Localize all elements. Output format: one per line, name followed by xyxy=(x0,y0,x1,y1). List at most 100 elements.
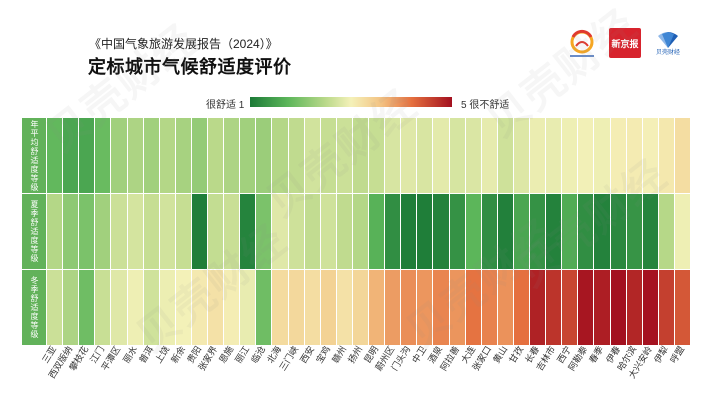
heatmap-cell xyxy=(288,118,304,193)
city-label: 恩施 xyxy=(217,344,236,365)
heatmap-cell xyxy=(208,118,224,193)
heatmap-cell xyxy=(433,194,449,269)
heatmap-cell xyxy=(546,194,562,269)
heatmap-cell xyxy=(449,194,465,269)
weather-association-logo xyxy=(567,29,597,59)
heatmap-cell xyxy=(47,118,63,193)
heatmap-cell xyxy=(594,270,610,345)
heatmap-cell xyxy=(513,118,529,193)
heatmap-cell xyxy=(530,270,546,345)
heatmap-cell xyxy=(79,270,95,345)
city-label: 上饶 xyxy=(153,344,172,365)
heatmap-cell xyxy=(272,270,288,345)
heatmap-cell xyxy=(256,194,272,269)
heatmap-cell xyxy=(385,194,401,269)
heatmap-cell xyxy=(562,118,578,193)
heatmap-cell xyxy=(433,118,449,193)
heatmap-cell xyxy=(336,194,352,269)
legend-color-bar xyxy=(250,97,452,107)
heatmap-cell xyxy=(159,194,175,269)
city-label: 中卫 xyxy=(410,344,429,365)
heatmap-cell xyxy=(191,270,207,345)
heatmap-cell xyxy=(304,118,320,193)
heatmap-cell xyxy=(642,118,658,193)
city-label: 黄山 xyxy=(491,344,510,365)
heatmap-cell xyxy=(111,118,127,193)
heatmap-cell xyxy=(63,194,79,269)
heatmap-cell xyxy=(143,194,159,269)
heatmap-cell xyxy=(272,194,288,269)
city-label: 临沧 xyxy=(249,344,268,365)
heatmap-cell xyxy=(401,194,417,269)
association-emblem-icon xyxy=(570,29,594,57)
heatmap-cell xyxy=(465,118,481,193)
city-label: 丽江 xyxy=(233,344,252,365)
heatmap-cell xyxy=(336,270,352,345)
heatmap-cell xyxy=(578,270,594,345)
heatmap-cell xyxy=(481,270,497,345)
heatmap-cell xyxy=(369,270,385,345)
heatmap-cell xyxy=(546,270,562,345)
heatmap-cell xyxy=(642,194,658,269)
heatmap-cell xyxy=(578,118,594,193)
heatmap-cell xyxy=(449,270,465,345)
heatmap-cell xyxy=(674,270,690,345)
heatmap-cell xyxy=(208,270,224,345)
heatmap-cell xyxy=(256,118,272,193)
heatmap-cell xyxy=(79,194,95,269)
city-label: 普洱 xyxy=(137,344,156,365)
heatmap-cell xyxy=(658,270,674,345)
legend-high-label: 5 很不舒适 xyxy=(461,100,510,111)
heatmap-cell xyxy=(63,270,79,345)
heatmap-cell xyxy=(352,118,368,193)
city-label: 扬州 xyxy=(346,344,365,365)
heatmap-cell xyxy=(433,270,449,345)
heatmap-cell xyxy=(111,194,127,269)
xinjingbao-logo: 新京报 xyxy=(609,28,641,58)
city-label: 赣州 xyxy=(330,344,349,365)
heatmap-cell xyxy=(481,194,497,269)
heatmap-cell xyxy=(594,194,610,269)
heatmap-cell xyxy=(481,118,497,193)
heatmap-cell xyxy=(465,194,481,269)
heatmap-cell xyxy=(224,118,240,193)
heatmap-cell xyxy=(224,194,240,269)
heatmap-cell xyxy=(159,118,175,193)
heatmap-cell xyxy=(352,270,368,345)
heatmap-cell xyxy=(562,270,578,345)
heatmap-cell xyxy=(175,194,191,269)
heatmap-cell xyxy=(610,270,626,345)
heatmap-cell xyxy=(369,194,385,269)
heatmap-cell xyxy=(658,194,674,269)
heatmap-cell xyxy=(304,270,320,345)
heatmap-cell xyxy=(127,194,143,269)
heatmap-cell xyxy=(578,194,594,269)
heatmap-cell xyxy=(47,194,63,269)
heatmap-cell xyxy=(417,194,433,269)
row-label: 夏季舒适度等级 xyxy=(22,194,46,269)
heatmap-cell xyxy=(95,270,111,345)
heatmap-cell xyxy=(240,270,256,345)
heatmap-cell xyxy=(111,270,127,345)
heatmap-cell xyxy=(530,118,546,193)
heatmap-cell xyxy=(79,118,95,193)
heatmap-cell xyxy=(465,270,481,345)
heatmap-cell xyxy=(626,118,642,193)
heatmap-cell xyxy=(143,270,159,345)
heatmap-cell xyxy=(513,194,529,269)
heatmap-cell xyxy=(674,118,690,193)
heatmap-cell xyxy=(417,118,433,193)
heatmap-cell xyxy=(352,194,368,269)
heatmap-cell xyxy=(401,270,417,345)
heatmap-cell xyxy=(95,194,111,269)
heatmap-cell xyxy=(320,270,336,345)
heatmap-cell xyxy=(626,270,642,345)
heatmap-cell xyxy=(95,118,111,193)
heatmap-cell xyxy=(127,118,143,193)
city-label: 春季 xyxy=(587,344,606,365)
heatmap-cell xyxy=(417,270,433,345)
heatmap-cell xyxy=(336,118,352,193)
heatmap-cell xyxy=(642,270,658,345)
city-label: 宝鸡 xyxy=(314,344,333,365)
